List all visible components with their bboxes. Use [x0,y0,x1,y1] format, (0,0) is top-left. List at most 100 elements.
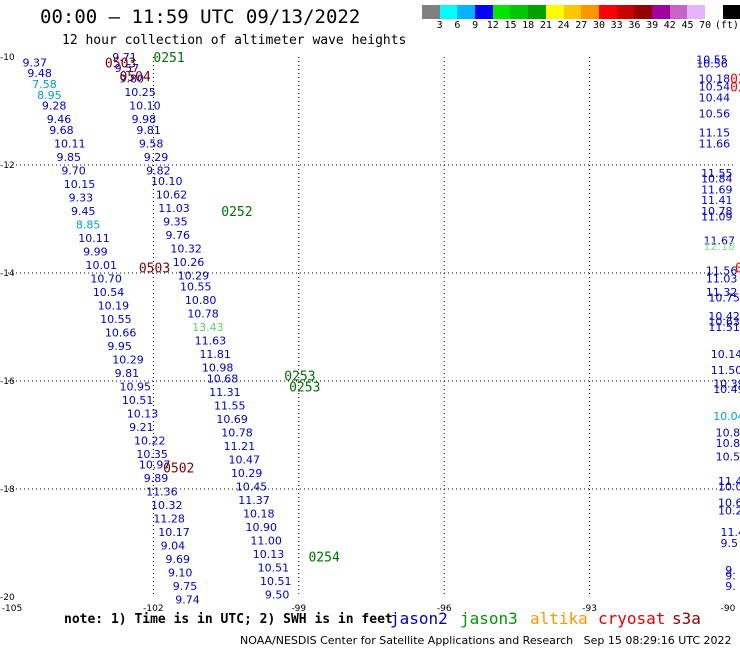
lon-tick-label: -96 [437,604,452,614]
colorbar-label: 9 [472,20,479,31]
wave-height-value: 10.42 [708,310,740,323]
satellite-legend-item: cryosat [598,609,666,628]
wave-height-value: 11.41 [701,194,733,207]
colorbar-label: 70 [699,20,712,31]
wave-height-value: 11.55 [214,399,246,412]
colorbar-swatch [492,5,511,19]
wave-height-value: 10.55 [696,54,728,67]
colorbar-swatch [634,5,652,19]
wave-height-value: 9.21 [129,421,154,434]
colorbar-swatch [510,5,529,19]
satellite-legend-item: altika [530,609,588,628]
wave-height-value: 11.66 [699,137,731,150]
wave-height-value: 11.63 [195,335,227,348]
wave-height-value: 10.2 [718,505,740,518]
wave-height-value: 9.5 [720,537,738,550]
wave-height-value: 9.50 [265,588,290,601]
wave-height-value: 10.18 [699,73,731,86]
colorbar-label: 36 [628,20,641,31]
wave-height-colorbar [422,5,740,19]
colorbar-swatch [439,5,458,19]
wave-height-value: 10.63 [708,316,740,329]
pass-id-label: 0503 [139,262,170,277]
wave-height-value: 10.29 [231,467,262,480]
colorbar-label: 3 [436,20,443,31]
pass-id-label: 025 [730,81,740,96]
wave-height-value: 9.70 [61,164,86,177]
colorbar-swatch [705,5,723,19]
credit-text: NOAA/NESDIS Center for Satellite Applica… [240,634,732,647]
lon-tick-label: -90 [721,604,736,614]
wave-height-value: 9.81 [136,124,161,137]
wave-height-value: 11.09 [701,210,733,223]
colorbar-swatch [528,5,546,19]
wave-height-value: 9.48 [27,67,51,80]
colorbar-swatch [722,5,740,19]
pass-id-label: 0502 [163,461,194,476]
wave-height-value: 11.55 [701,167,733,180]
wave-height-value: 9.71 [112,51,137,64]
wave-height-value: 10.56 [699,108,731,121]
wave-height-value: 10.18 [243,507,275,520]
wave-height-value: 9.80 [119,73,143,86]
wave-height-value: 9.75 [173,580,198,593]
wave-height-value: 9.95 [107,340,131,353]
wave-height-value: 11.32 [706,286,738,299]
wave-height-value: 9.76 [166,229,191,242]
wave-height-value: 11.37 [238,494,270,507]
wave-height-value: 10.04 [713,410,740,423]
wave-height-value: 10.51 [260,575,292,588]
map-title: 00:00 – 11:59 UTC 09/13/2022 [40,6,361,28]
wave-height-value: 10.54 [716,451,740,464]
colorbar-label: 27 [575,20,588,31]
wave-height-value: 11.21 [224,440,256,453]
lat-tick-label: -16 [0,377,15,387]
colorbar-label: 39 [646,20,659,31]
colorbar-swatch [563,5,582,19]
wave-height-value: 10.29 [112,353,144,366]
wave-height-value: 9.89 [144,472,169,485]
wave-height-value: 7.58 [32,78,57,91]
lat-tick-label: -12 [0,161,15,171]
wave-height-value: 9.99 [83,245,108,258]
colorbar-label: 30 [592,20,606,31]
wave-height-value: 11.51 [708,321,740,334]
wave-height-value: 9.58 [139,137,164,150]
wave-height-value: 9.82 [146,164,171,177]
wave-height-value: 10.47 [229,453,260,466]
wave-height-value: 10.11 [54,137,86,150]
pass-id-label: 0253 [284,370,315,385]
wave-height-value: 10.29 [178,270,210,283]
wave-height-value: 10.78 [187,308,219,321]
wave-height-value: 11.00 [250,534,281,547]
wave-height-value: 11.03 [158,202,190,215]
lon-tick-label: -99 [291,604,306,614]
wave-height-value: 10.69 [216,413,248,426]
wave-height-value: 10.68 [207,372,239,385]
wave-height-value: 10.90 [245,521,277,534]
pass-id-label: 0503 [105,56,136,71]
wave-height-value: 10.45 [236,480,268,493]
lat-tick-label: -20 [0,593,15,603]
wave-height-value: 9.10 [168,567,193,580]
wave-height-value: 9.85 [56,151,81,164]
wave-height-value: 10.39 [713,378,740,391]
wave-height-value: 10.51 [122,394,154,407]
wave-height-value: 10.62 [156,189,188,202]
colorbar-swatch [598,5,617,19]
wave-height-value: 11.15 [699,127,731,140]
wave-height-value: 9.29 [144,151,169,164]
wave-height-value: 10.6 [718,497,740,510]
colorbar-label: 45 [681,20,694,31]
wave-height-value: 10.15 [64,178,95,191]
colorbar-label: 18 [522,20,535,31]
wave-height-value: 9. [725,569,736,582]
wave-height-value: 10.55 [180,281,212,294]
wave-height-value: 10.66 [105,326,137,339]
lon-tick-label: -102 [143,604,163,614]
note-text: note: 1) Time is in UTC; 2) SWH is in fe… [64,612,393,627]
wave-height-value: 10.17 [158,526,190,539]
wave-height-value: 9.33 [69,191,94,204]
map-subtitle: 12 hour collection of altimeter wave hei… [62,33,407,48]
